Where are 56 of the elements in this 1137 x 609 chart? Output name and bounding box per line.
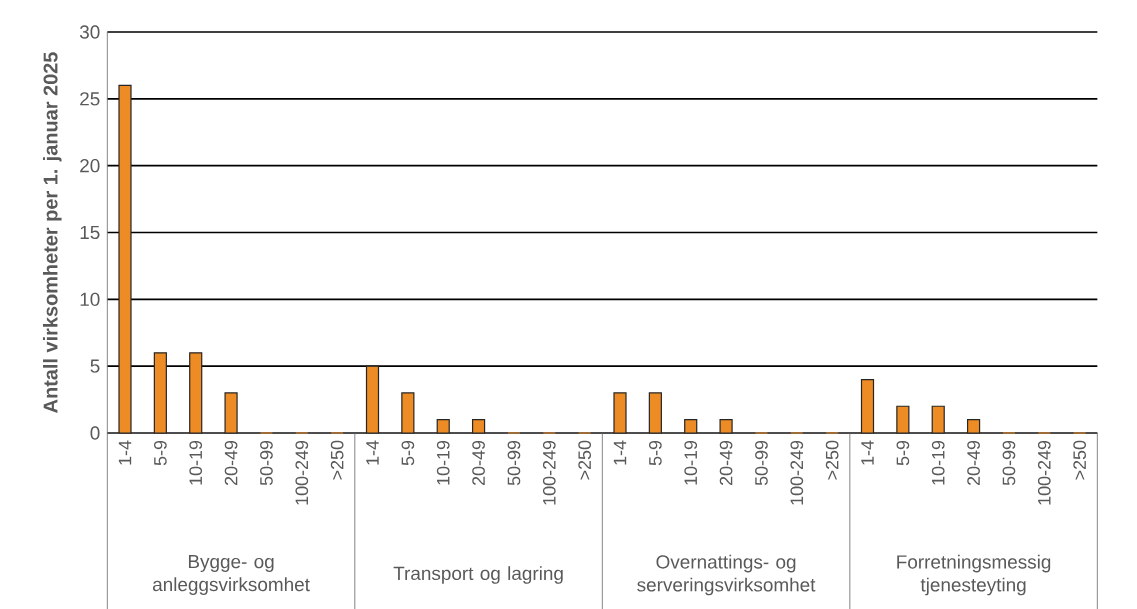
x-tick-label: 20-49 <box>719 440 733 485</box>
bar <box>931 405 945 434</box>
y-tick-label: 10 <box>80 292 100 307</box>
bar <box>613 392 627 434</box>
x-tick-label: 1-4 <box>861 440 874 465</box>
x-tick-label: 20-49 <box>472 440 485 485</box>
bar <box>966 419 981 434</box>
x-tick-label: 5-9 <box>649 440 662 466</box>
bar <box>365 365 380 434</box>
bar <box>189 352 203 434</box>
x-tick-label: 100-249 <box>1037 440 1051 505</box>
x-tick-label: 20-49 <box>224 440 238 485</box>
y-tick-label: 0 <box>90 426 100 440</box>
x-tick-label: 50-99 <box>507 440 521 486</box>
x-tick-label: 10-19 <box>436 440 450 485</box>
bar <box>118 84 132 434</box>
x-tick-label: 5-9 <box>896 440 910 466</box>
x-tick-label: >250 <box>330 440 344 480</box>
x-tick-label: 1-4 <box>613 440 627 465</box>
text: Overnattings- og serveringsvirksomhet <box>637 554 816 596</box>
x-tick-label: 50-99 <box>755 440 768 486</box>
text: Forretningsmessig tjenesteyting <box>897 554 1051 596</box>
x-tick-label: 1-4 <box>118 440 132 465</box>
x-tick-label: 100-249 <box>542 440 556 505</box>
text: Transport og lagring <box>393 566 563 584</box>
x-tick-label: >250 <box>1073 440 1087 480</box>
bar <box>153 352 167 434</box>
x-tick-label: 1-4 <box>366 440 379 465</box>
bar <box>719 419 733 434</box>
x-tick-label: 10-19 <box>189 440 203 485</box>
y-tick-label: 20 <box>80 158 100 173</box>
bar <box>471 419 486 434</box>
x-tick-label: 100-249 <box>790 440 804 505</box>
x-tick-label: >250 <box>825 440 839 480</box>
x-tick-label: 5-9 <box>401 440 415 466</box>
y-tick-label: 15 <box>80 225 100 240</box>
y-tick-label: 30 <box>79 25 100 39</box>
y-tick-label: 5 <box>90 359 100 373</box>
x-tick-label: 5-9 <box>154 440 167 466</box>
x-tick-label: 100-249 <box>295 440 309 505</box>
y-axis-title: Antall virksomheter per 1. januar 2025 <box>42 52 62 413</box>
text: Bygge- og anleggsvirksomhet <box>152 555 310 595</box>
x-tick-label: 10-19 <box>684 440 698 485</box>
x-tick-label: 50-99 <box>260 440 273 486</box>
bar <box>224 392 238 434</box>
x-tick-label: 50-99 <box>1002 440 1016 486</box>
y-tick-label: 25 <box>80 92 100 106</box>
x-tick-label: >250 <box>578 440 592 480</box>
x-tick-label: 20-49 <box>967 440 980 485</box>
bar <box>896 405 910 434</box>
bar <box>648 392 662 434</box>
x-tick-label: 10-19 <box>931 440 945 485</box>
bar <box>401 392 415 434</box>
bar <box>684 419 698 434</box>
bar <box>860 378 875 434</box>
bar <box>436 419 450 434</box>
